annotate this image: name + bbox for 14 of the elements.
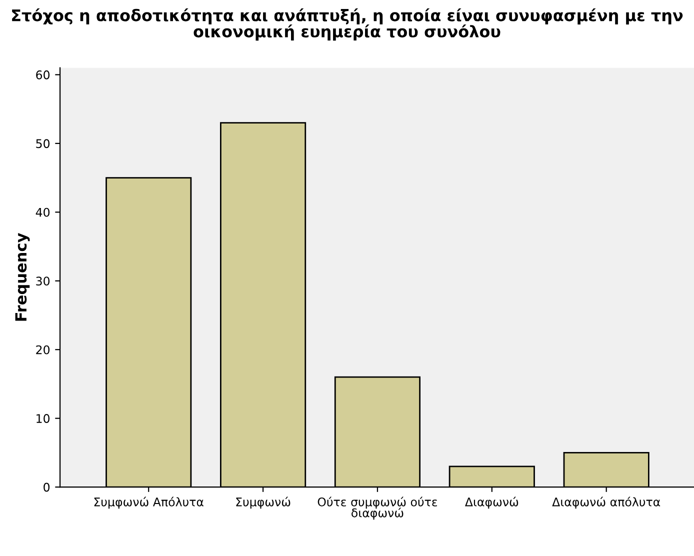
x-tick-label: Συμφωνώ Απόλυτα bbox=[94, 496, 204, 509]
y-tick-label: 10 bbox=[36, 414, 50, 423]
chart-title: Στόχος η αποδοτικότητα και ανάπτυξή, η οποία είναι συνυφασμένη με την οικονομική ευημερία του συνόλου bbox=[12, 8, 683, 41]
x-tick-label: Συμφωνώ bbox=[236, 496, 290, 509]
y-tick-label: 0 bbox=[44, 482, 50, 492]
y-axis-title: Frequency bbox=[15, 233, 30, 321]
y-tick-label: 20 bbox=[36, 345, 50, 354]
y-tick-label: 40 bbox=[36, 208, 50, 217]
y-tick-label: 30 bbox=[36, 276, 50, 286]
y-tick-label: 60 bbox=[36, 70, 50, 80]
y-tick-label: 50 bbox=[36, 139, 50, 148]
x-tick-label: Διαφωνώ bbox=[464, 496, 518, 509]
x-tick-label: Ούτε συμφωνώ ούτε διαφωνώ bbox=[318, 496, 437, 520]
x-tick-label: Διαφωνώ απόλυτα bbox=[552, 496, 660, 509]
